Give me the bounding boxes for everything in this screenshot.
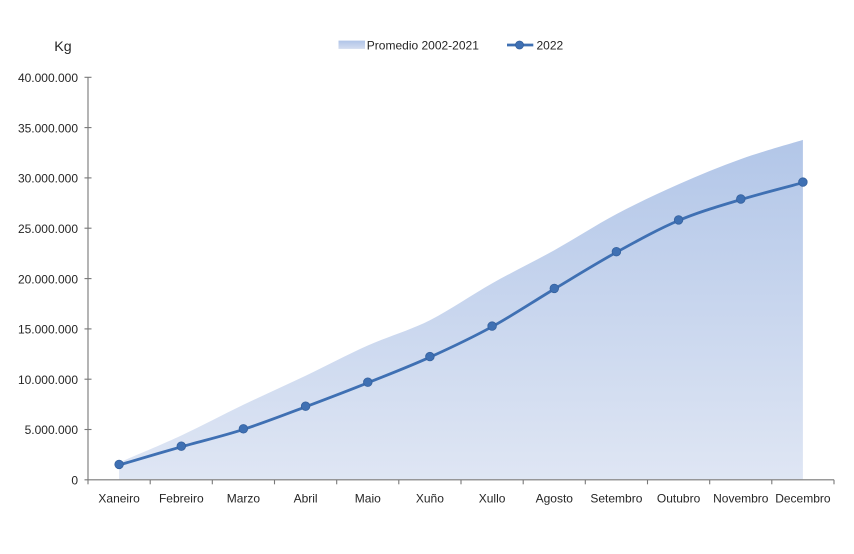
svg-text:Agosto: Agosto xyxy=(536,491,574,505)
svg-text:Xaneiro: Xaneiro xyxy=(98,491,140,505)
svg-text:Kg: Kg xyxy=(54,39,71,55)
svg-text:Decembro: Decembro xyxy=(775,491,831,505)
svg-text:Marzo: Marzo xyxy=(227,491,261,505)
svg-text:Febreiro: Febreiro xyxy=(159,491,204,505)
svg-text:2022: 2022 xyxy=(537,39,564,53)
svg-text:35.000.000: 35.000.000 xyxy=(18,121,78,135)
svg-text:30.000.000: 30.000.000 xyxy=(18,172,78,186)
svg-text:5.000.000: 5.000.000 xyxy=(25,423,79,437)
svg-text:20.000.000: 20.000.000 xyxy=(18,272,78,286)
svg-text:40.000.000: 40.000.000 xyxy=(18,71,78,85)
svg-text:Outubro: Outubro xyxy=(657,491,701,505)
svg-text:Abril: Abril xyxy=(294,491,318,505)
svg-text:Xullo: Xullo xyxy=(479,491,506,505)
svg-text:Xuño: Xuño xyxy=(416,491,444,505)
svg-text:15.000.000: 15.000.000 xyxy=(18,323,78,337)
svg-text:25.000.000: 25.000.000 xyxy=(18,222,78,236)
svg-text:0: 0 xyxy=(71,474,78,488)
svg-text:Novembro: Novembro xyxy=(713,491,769,505)
svg-text:10.000.000: 10.000.000 xyxy=(18,373,78,387)
svg-text:Promedio 2002-2021: Promedio 2002-2021 xyxy=(367,39,479,53)
svg-text:Maio: Maio xyxy=(355,491,381,505)
svg-text:Setembro: Setembro xyxy=(590,491,642,505)
